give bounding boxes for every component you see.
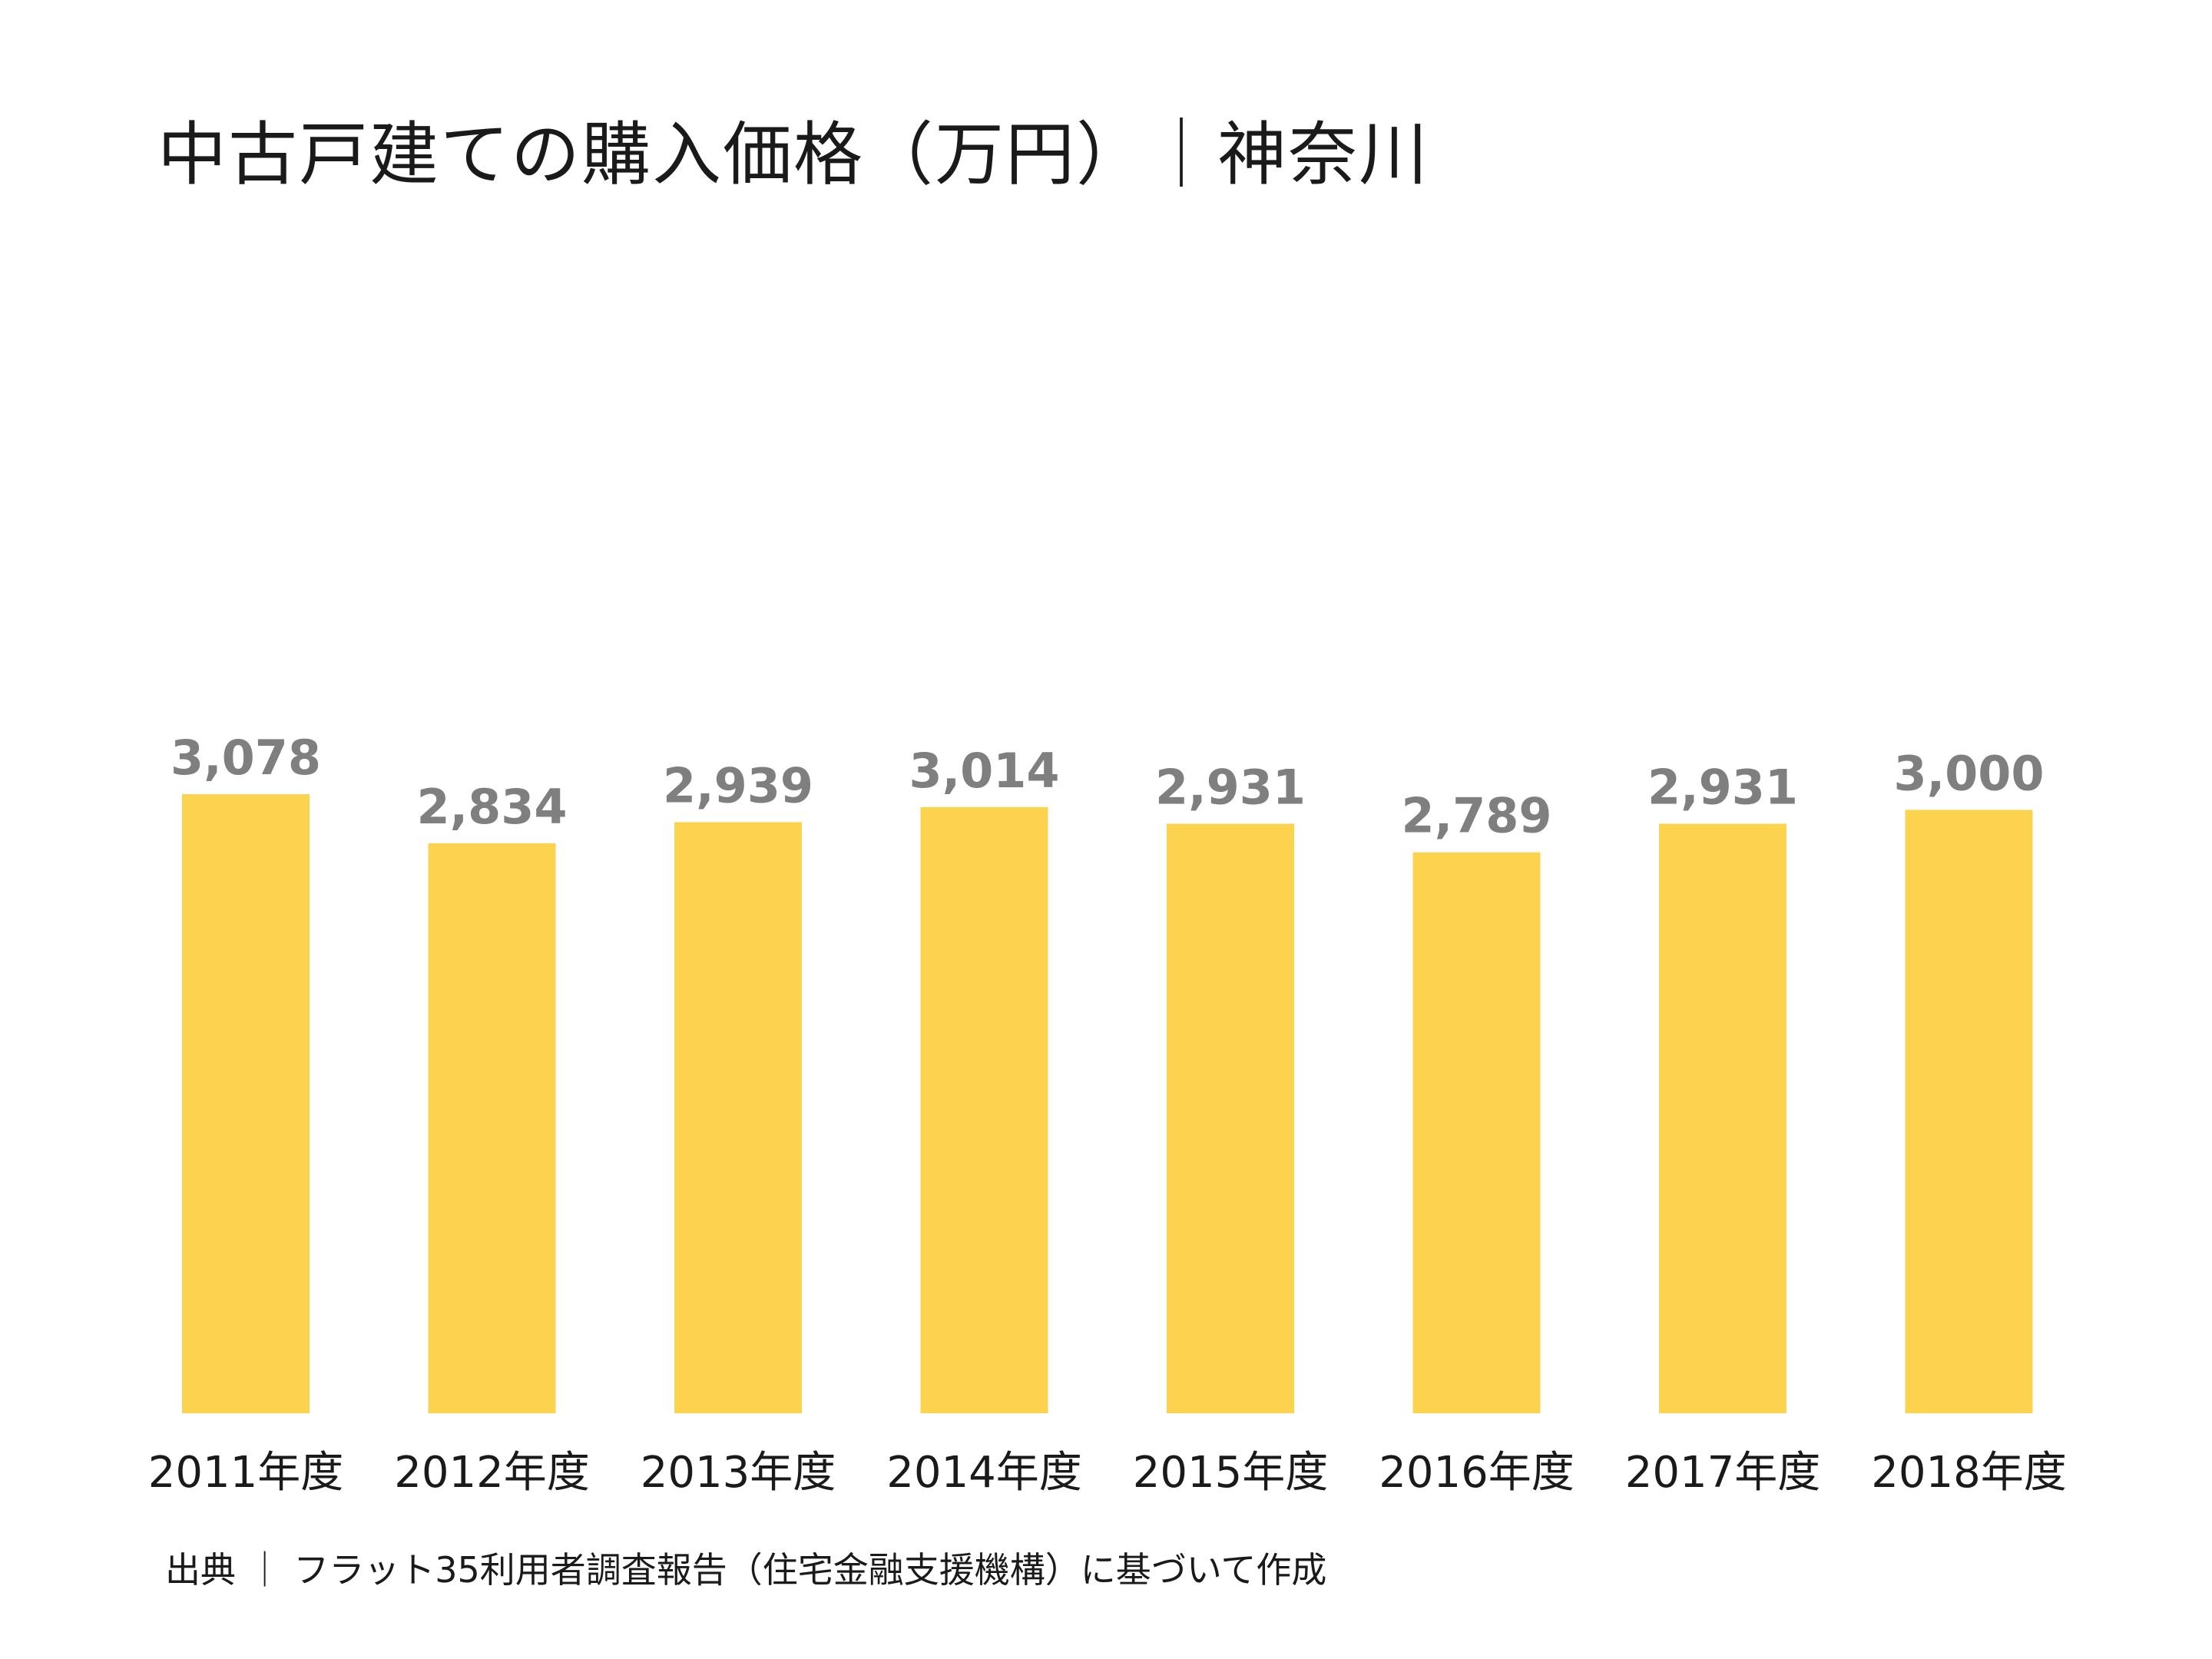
x-tick-labels-group: 2011年度 2012年度 2013年度 2014年度 2015年度 2016年度 2017… bbox=[148, 1448, 2067, 1498]
x-tick-label: 2014年度 bbox=[886, 1448, 1082, 1498]
data-label: 2,931 bbox=[1647, 760, 1798, 816]
x-tick-label: 2016年度 bbox=[1379, 1448, 1575, 1498]
value-labels-group: 3,078 2,834 2,939 3,014 2,931 2,789 2,931 3,000 bbox=[171, 730, 2045, 844]
data-label: 2,834 bbox=[416, 779, 567, 835]
bar-2014年度 bbox=[920, 806, 1048, 1413]
x-tick-label: 2012年度 bbox=[394, 1448, 590, 1498]
bar-2011年度 bbox=[182, 794, 310, 1413]
bar-2017年度 bbox=[1659, 823, 1786, 1413]
x-tick-label: 2011年度 bbox=[148, 1448, 344, 1498]
data-label: 3,000 bbox=[1893, 745, 2044, 801]
bar-2018年度 bbox=[1905, 810, 2033, 1413]
data-label: 2,789 bbox=[1401, 788, 1551, 844]
bar-2016年度 bbox=[1412, 852, 1541, 1413]
x-tick-label: 2018年度 bbox=[1871, 1448, 2067, 1498]
chart-title: 中古戸建ての購入価格（万円）｜神奈川 bbox=[157, 114, 1429, 195]
data-label: 2,931 bbox=[1155, 760, 1306, 816]
bars-group bbox=[182, 794, 2033, 1413]
data-label: 3,078 bbox=[171, 730, 321, 786]
x-tick-label: 2015年度 bbox=[1133, 1448, 1329, 1498]
bar-2013年度 bbox=[674, 822, 802, 1413]
data-label: 2,939 bbox=[663, 757, 813, 813]
source-note: 出典 ｜ フラット35利用者調査報告（住宅金融支援機構）に基づいて作成 bbox=[165, 1549, 1327, 1591]
bar-2015年度 bbox=[1167, 823, 1294, 1413]
data-label: 3,014 bbox=[909, 743, 1059, 799]
bar-2012年度 bbox=[428, 843, 556, 1413]
x-tick-label: 2017年度 bbox=[1625, 1448, 1821, 1498]
x-tick-label: 2013年度 bbox=[641, 1448, 836, 1498]
